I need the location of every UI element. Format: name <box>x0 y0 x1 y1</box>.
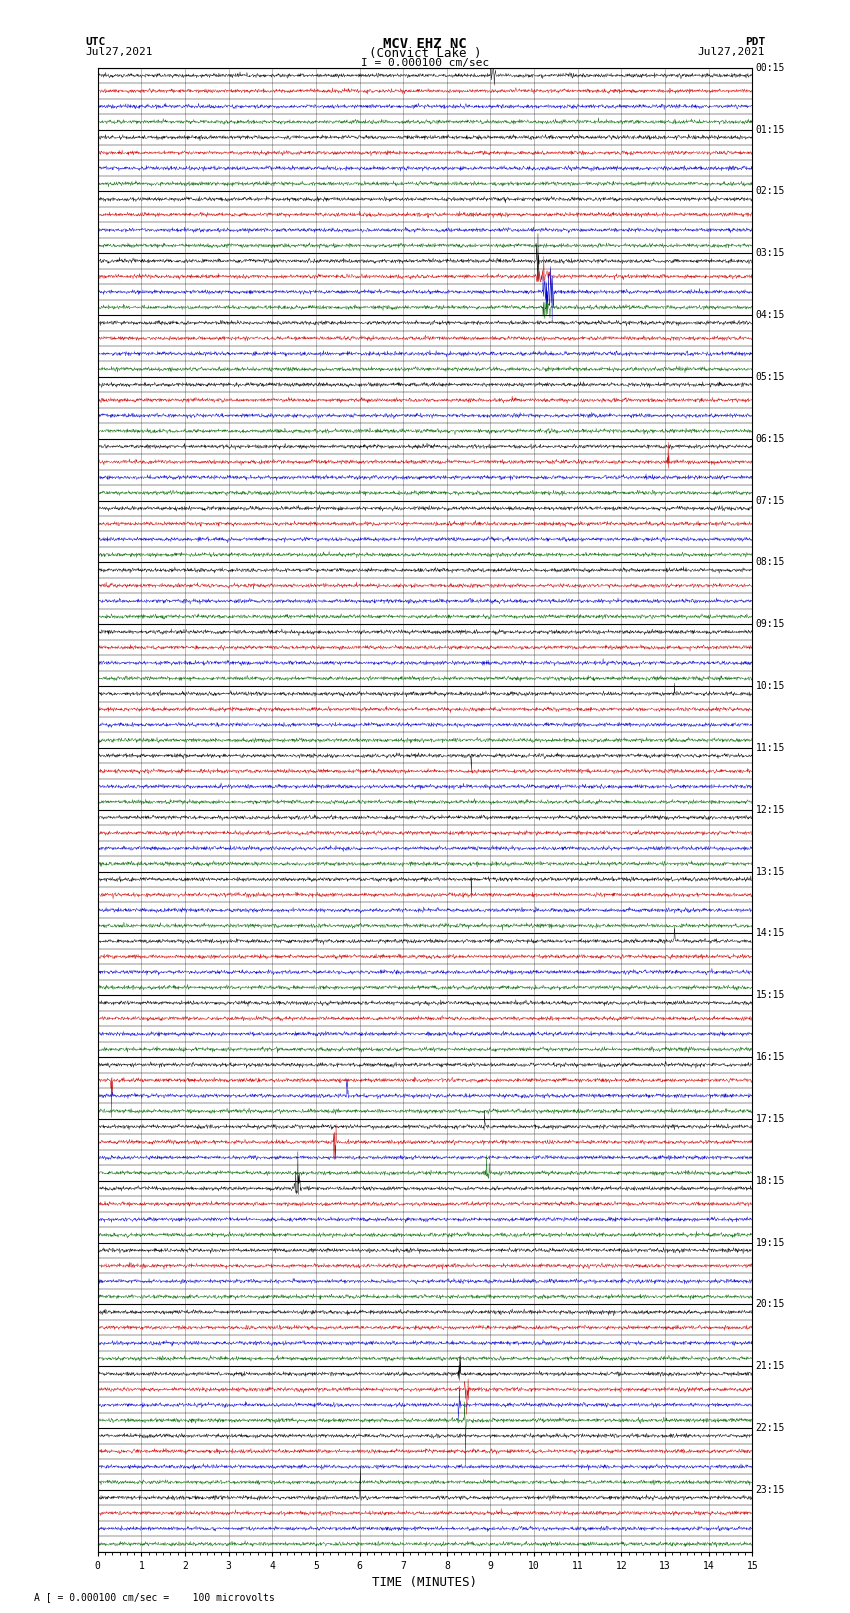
Text: 05:15: 05:15 <box>756 373 785 382</box>
Text: 16:15: 16:15 <box>756 1052 785 1061</box>
Text: Jul27,2021: Jul27,2021 <box>698 47 765 56</box>
Text: Jul27,2021: Jul27,2021 <box>85 47 152 56</box>
Text: 11:15: 11:15 <box>756 744 785 753</box>
Text: A [ = 0.000100 cm/sec =    100 microvolts: A [ = 0.000100 cm/sec = 100 microvolts <box>34 1592 275 1602</box>
Text: 20:15: 20:15 <box>756 1300 785 1310</box>
Text: 09:15: 09:15 <box>756 619 785 629</box>
Text: 15:15: 15:15 <box>756 990 785 1000</box>
Text: (Convict Lake ): (Convict Lake ) <box>369 47 481 60</box>
Text: 18:15: 18:15 <box>756 1176 785 1186</box>
Text: 21:15: 21:15 <box>756 1361 785 1371</box>
Text: 03:15: 03:15 <box>756 248 785 258</box>
X-axis label: TIME (MINUTES): TIME (MINUTES) <box>372 1576 478 1589</box>
Text: 12:15: 12:15 <box>756 805 785 815</box>
Text: 06:15: 06:15 <box>756 434 785 444</box>
Text: 19:15: 19:15 <box>756 1237 785 1247</box>
Text: 13:15: 13:15 <box>756 866 785 876</box>
Text: 07:15: 07:15 <box>756 495 785 505</box>
Text: 17:15: 17:15 <box>756 1115 785 1124</box>
Text: 04:15: 04:15 <box>756 310 785 319</box>
Text: PDT: PDT <box>745 37 765 47</box>
Text: 08:15: 08:15 <box>756 558 785 568</box>
Text: 00:15: 00:15 <box>756 63 785 73</box>
Text: 22:15: 22:15 <box>756 1423 785 1432</box>
Text: MCV EHZ NC: MCV EHZ NC <box>383 37 467 52</box>
Text: UTC: UTC <box>85 37 105 47</box>
Text: 14:15: 14:15 <box>756 929 785 939</box>
Text: 02:15: 02:15 <box>756 187 785 197</box>
Text: I = 0.000100 cm/sec: I = 0.000100 cm/sec <box>361 58 489 68</box>
Text: 23:15: 23:15 <box>756 1486 785 1495</box>
Text: 01:15: 01:15 <box>756 124 785 134</box>
Text: 10:15: 10:15 <box>756 681 785 690</box>
